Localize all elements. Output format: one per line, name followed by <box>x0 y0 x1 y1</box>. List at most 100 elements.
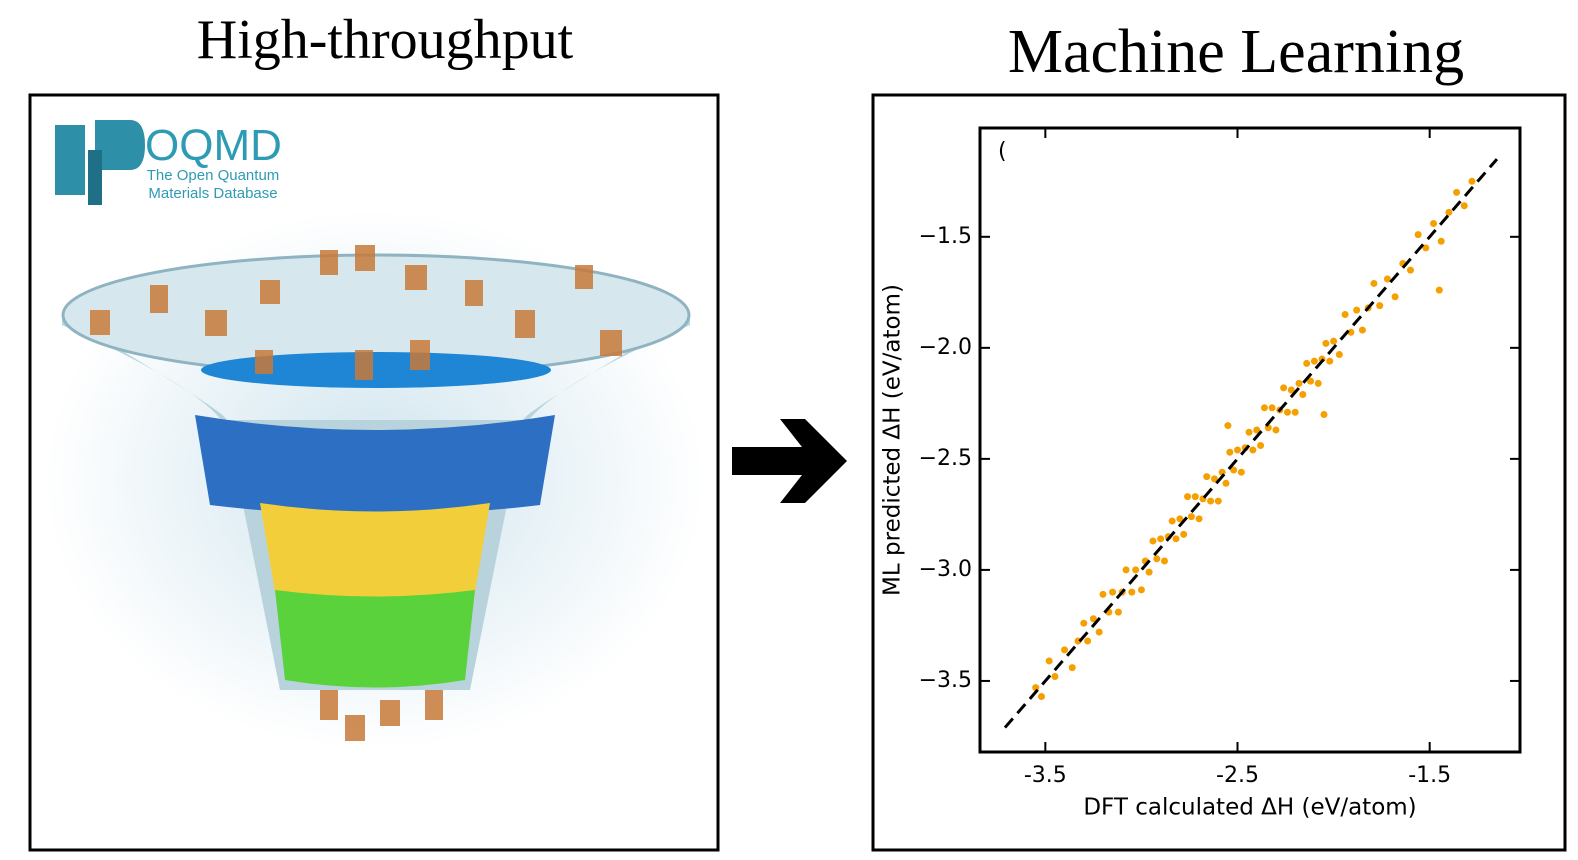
point <box>1032 684 1040 692</box>
plot-frame <box>978 126 1522 754</box>
point <box>1299 390 1307 398</box>
point <box>1203 473 1211 481</box>
point <box>1132 566 1140 574</box>
point <box>1320 410 1328 418</box>
point <box>1153 555 1161 563</box>
logo-stem <box>88 150 102 205</box>
point <box>1191 493 1199 501</box>
point <box>1128 588 1136 596</box>
point <box>1145 568 1153 576</box>
funnel-band <box>275 590 475 688</box>
funnel-band <box>195 415 555 515</box>
point <box>1335 351 1343 359</box>
point <box>1218 468 1226 476</box>
point <box>1272 426 1280 434</box>
point <box>1160 557 1168 565</box>
point <box>1430 219 1438 227</box>
funnel-band <box>260 503 490 599</box>
point <box>1376 302 1384 310</box>
point <box>1435 286 1443 294</box>
x-tick-label: -1.5 <box>1408 763 1451 788</box>
point <box>1234 446 1242 454</box>
point <box>1383 275 1391 283</box>
point <box>1287 386 1295 394</box>
point <box>1253 426 1261 434</box>
point <box>1222 479 1230 487</box>
logo-line: Materials Database <box>148 185 277 202</box>
point <box>1230 466 1238 474</box>
point <box>1176 515 1184 523</box>
point <box>1257 442 1265 450</box>
point <box>1260 404 1268 412</box>
point <box>1422 244 1430 252</box>
point <box>1037 692 1045 700</box>
point <box>1322 339 1330 347</box>
point <box>1068 664 1076 672</box>
point <box>1237 468 1245 476</box>
oqmd-logo: OQMD The Open Quantum Materials Database <box>55 120 282 205</box>
point <box>1122 566 1130 574</box>
point <box>1414 231 1422 239</box>
point <box>1303 359 1311 367</box>
point <box>1051 672 1059 680</box>
point <box>1245 428 1253 436</box>
point <box>1180 530 1188 538</box>
point <box>1453 188 1461 196</box>
point <box>1460 202 1468 210</box>
point <box>1149 537 1157 545</box>
y-tick-label: −2.5 <box>919 446 972 471</box>
point <box>1341 311 1349 319</box>
point <box>1280 384 1288 392</box>
point <box>1295 379 1303 387</box>
point <box>1214 497 1222 505</box>
y-tick-label: −1.5 <box>919 224 972 249</box>
point <box>1283 408 1291 416</box>
point <box>1195 515 1203 523</box>
point <box>1109 588 1117 596</box>
point <box>1268 404 1276 412</box>
point <box>1210 475 1218 483</box>
point <box>1207 497 1215 505</box>
point <box>1089 615 1097 623</box>
y-tick-label: −3.0 <box>919 557 972 582</box>
right-title: Machine Learning <box>1008 18 1464 86</box>
annotation: ( <box>998 139 1007 164</box>
point <box>1437 237 1445 245</box>
point <box>1184 493 1192 501</box>
point <box>1314 379 1322 387</box>
point <box>1347 328 1355 336</box>
point <box>1307 377 1315 385</box>
point <box>1045 657 1053 665</box>
point <box>1330 337 1338 345</box>
point <box>1391 293 1399 301</box>
crystals <box>90 245 622 741</box>
point <box>1084 637 1092 645</box>
point <box>1326 357 1334 365</box>
point <box>1249 446 1257 454</box>
point <box>1224 422 1232 430</box>
y-axis-title: ML predicted ΔH (eV/atom) <box>880 284 906 596</box>
logo-name: OQMD <box>145 121 282 170</box>
x-tick-label: -3.5 <box>1024 763 1067 788</box>
point <box>1291 408 1299 416</box>
point <box>1353 306 1361 314</box>
arrow <box>732 419 847 503</box>
left-title: High-throughput <box>197 9 574 71</box>
point <box>1095 628 1103 636</box>
point <box>1468 177 1476 185</box>
point <box>1157 535 1165 543</box>
funnel <box>45 210 705 750</box>
x-axis-title: DFT calculated ΔH (eV/atom) <box>1083 795 1416 821</box>
x-tick-label: -2.5 <box>1216 763 1259 788</box>
reference-line <box>1003 158 1499 729</box>
point <box>1172 535 1180 543</box>
point <box>1061 646 1069 654</box>
point <box>1080 619 1088 627</box>
point <box>1187 513 1195 521</box>
point <box>1099 590 1107 598</box>
funnel-mouth <box>201 352 551 388</box>
point <box>1406 266 1414 274</box>
point <box>1445 208 1453 216</box>
